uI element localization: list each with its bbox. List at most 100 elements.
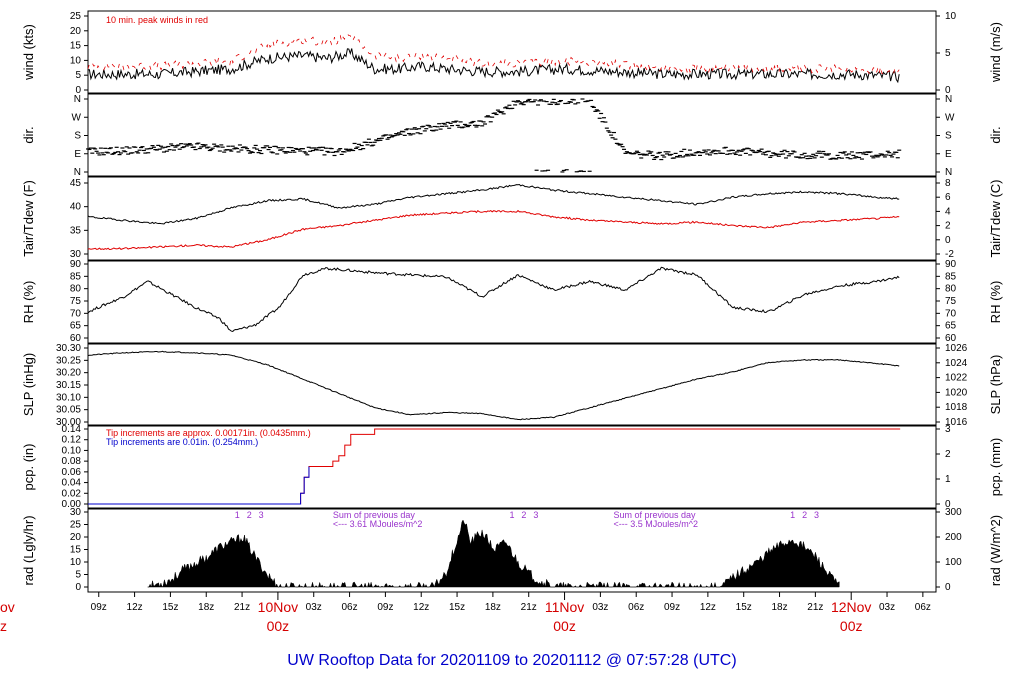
series-dewpoint (87, 209, 900, 251)
x-tick-label: 12z (413, 602, 429, 613)
y-tick-label-right: 80 (945, 284, 957, 295)
x-tick-label: 12z (127, 602, 143, 613)
panel-rad: rad (Lgly/hr) rad (W/m^2)0510152025300100… (21, 507, 1003, 593)
rad-mark: 3 (533, 510, 538, 520)
x-tick-label: 03z (306, 602, 322, 613)
y-tick-label-left: W (72, 112, 82, 123)
y-tick-label-right: 100 (945, 557, 962, 568)
rad-mark: 2 (521, 510, 526, 520)
y-label-right: rad (W/m^2) (988, 515, 1003, 586)
y-tick-label-left: 15 (70, 545, 82, 556)
y-tick-label-left: 35 (70, 225, 82, 236)
y-label-right: pcp. (mm) (988, 438, 1003, 497)
rad-mark: 2 (247, 510, 252, 520)
x-day-label-cut: z (0, 618, 7, 634)
x-tick-label: 18z (771, 602, 787, 613)
y-tick-label-left: 30.05 (56, 405, 81, 416)
series-line (87, 266, 900, 333)
y-label-right: Tair/Tdew (C) (988, 179, 1003, 257)
y-tick-label-right: W (945, 112, 955, 123)
y-tick-label-left: N (74, 167, 81, 178)
y-tick-label-right: 1020 (945, 387, 968, 398)
y-tick-label-left: 5 (75, 70, 81, 81)
y-tick-label-right: E (945, 149, 952, 160)
panel-annotation: Tip increments are approx. 0.00171in. (0… (106, 428, 311, 438)
y-tick-label-right: 0 (945, 235, 951, 246)
y-tick-label-right: 5 (945, 48, 951, 59)
y-tick-label-right: 6 (945, 192, 951, 203)
x-tick-label: 15z (449, 602, 465, 613)
x-tick-label: 12z (700, 602, 716, 613)
y-tick-label-right: N (945, 167, 952, 178)
y-label-right: SLP (hPa) (988, 355, 1003, 415)
y-label-left: Tair/Tdew (F) (21, 180, 36, 257)
rad-mark: 3 (259, 510, 264, 520)
x-axis: 09z 12z 15z 18z 21z 03z 06z 09z 12z 15z 18z 21z 03z 0… (0, 592, 931, 634)
y-tick-label-left: 75 (70, 296, 82, 307)
x-tick-label: 03z (879, 602, 895, 613)
radiation-area (147, 519, 840, 588)
y-tick-label-left: 0.04 (62, 478, 82, 489)
y-tick-label-right: 1022 (945, 373, 968, 384)
y-tick-label-left: 0.12 (62, 435, 82, 446)
y-tick-label-left: 30.10 (56, 392, 81, 403)
panel-frame (87, 508, 937, 593)
rad-mark: 1 (790, 510, 795, 520)
y-tick-label-left: 30.20 (56, 368, 81, 379)
y-tick-label-left: 40 (70, 202, 82, 213)
y-tick-label-right: 3 (945, 424, 951, 435)
y-tick-label-left: 25 (70, 520, 82, 531)
series-sustained (87, 48, 900, 84)
series-air (87, 183, 900, 225)
y-label-right: RH (%) (988, 281, 1003, 324)
y-tick-label-right: 2 (945, 449, 951, 460)
y-tick-label-left: 70 (70, 308, 82, 319)
y-tick-label-left: 30.00 (56, 417, 81, 428)
x-tick-label: 21z (521, 602, 537, 613)
y-tick-label-left: 60 (70, 333, 82, 344)
y-tick-label-right: 1 (945, 474, 951, 485)
y-tick-label-right: 85 (945, 271, 957, 282)
rad-mark: 1 (235, 510, 240, 520)
y-label-left: RH (%) (21, 281, 36, 324)
x-day-label: 11Nov (545, 599, 584, 615)
y-tick-label-left: 10 (70, 55, 82, 66)
x-tick-label: 03z (592, 602, 608, 613)
y-tick-label-right: 65 (945, 321, 957, 332)
panel-temp: Tair/Tdew (F) Tair/Tdew (C) 30 35 40 45 -2 0 2 4 6… (21, 176, 1003, 261)
y-tick-label-left: 0 (75, 582, 81, 593)
y-tick-label-right: 1018 (945, 402, 968, 413)
panel-annotation: Tip increments are 0.01in. (0.254mm.) (106, 437, 258, 447)
x-day-label: 10Nov (258, 599, 298, 615)
rad-mark: 3 (814, 510, 819, 520)
y-tick-label-right: 90 (945, 259, 957, 270)
x-tick-label: 06z (342, 602, 358, 613)
y-tick-label-right: 60 (945, 333, 957, 344)
x-tick-label: 18z (485, 602, 501, 613)
page-title: UW Rooftop Data for 20201109 to 20201112… (287, 652, 736, 669)
y-tick-label-right: 0 (945, 499, 951, 510)
y-tick-label-right: 0 (945, 582, 951, 593)
panel-frame (87, 425, 937, 509)
y-tick-label-left: 0 (75, 85, 81, 96)
y-tick-label-left: 80 (70, 284, 82, 295)
y-tick-label-right: S (945, 131, 952, 142)
y-tick-label-left: S (74, 131, 81, 142)
y-tick-label-left: 25 (70, 11, 82, 22)
y-tick-label-right: 1024 (945, 358, 968, 369)
y-tick-label-left: 20 (70, 532, 82, 543)
y-tick-label-right: 75 (945, 296, 957, 307)
y-tick-label-left: 0.02 (62, 488, 82, 499)
y-label-left: SLP (inHg) (21, 353, 36, 416)
y-tick-label-right: -2 (945, 249, 954, 260)
y-label-left: rad (Lgly/hr) (21, 515, 36, 585)
x-day-label: 12Nov (831, 599, 871, 615)
y-tick-label-left: 0.14 (62, 424, 82, 435)
y-tick-label-left: 65 (70, 321, 82, 332)
y-tick-label-left: 30 (70, 249, 82, 260)
sum-note-line2: <--- 3.5 MJoules/m^2 (614, 519, 699, 529)
y-tick-label-left: 90 (70, 259, 82, 270)
y-tick-label-left: 45 (70, 178, 82, 189)
x-day-label-cut: ov (0, 599, 15, 615)
